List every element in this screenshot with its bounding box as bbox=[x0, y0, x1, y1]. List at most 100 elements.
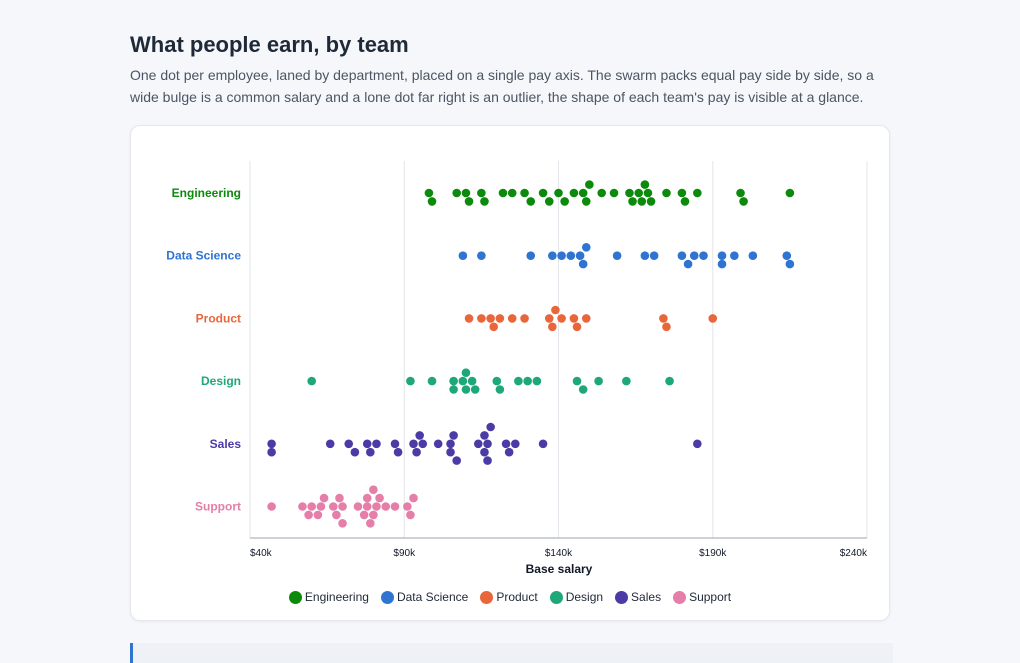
data-point[interactable] bbox=[381, 502, 391, 511]
data-point[interactable] bbox=[473, 439, 483, 449]
data-point[interactable] bbox=[375, 493, 384, 503]
legend-item[interactable]: Sales bbox=[615, 590, 661, 604]
data-point[interactable] bbox=[480, 447, 489, 457]
data-point[interactable] bbox=[298, 502, 307, 511]
data-point[interactable] bbox=[578, 385, 588, 394]
legend-item[interactable]: Support bbox=[673, 590, 731, 604]
data-point[interactable] bbox=[717, 251, 727, 260]
data-point[interactable] bbox=[548, 251, 557, 260]
data-point[interactable] bbox=[486, 314, 495, 323]
data-point[interactable] bbox=[693, 188, 702, 198]
legend-item[interactable]: Engineering bbox=[288, 590, 369, 604]
data-point[interactable] bbox=[486, 422, 495, 432]
data-point[interactable] bbox=[307, 502, 316, 511]
data-point[interactable] bbox=[544, 314, 554, 323]
data-point[interactable] bbox=[507, 314, 517, 323]
data-point[interactable] bbox=[489, 322, 499, 332]
data-point[interactable] bbox=[464, 314, 474, 323]
data-point[interactable] bbox=[646, 197, 656, 206]
data-point[interactable] bbox=[526, 251, 536, 260]
data-point[interactable] bbox=[366, 519, 375, 528]
data-point[interactable] bbox=[551, 305, 560, 315]
data-point[interactable] bbox=[594, 376, 603, 386]
data-point[interactable] bbox=[362, 493, 372, 503]
data-point[interactable] bbox=[483, 456, 492, 465]
data-point[interactable] bbox=[699, 251, 708, 260]
legend-item[interactable]: Product bbox=[480, 590, 538, 604]
data-point[interactable] bbox=[338, 502, 347, 511]
data-point[interactable] bbox=[585, 180, 594, 189]
data-point[interactable] bbox=[730, 251, 739, 260]
data-point[interactable] bbox=[520, 314, 529, 323]
data-point[interactable] bbox=[267, 502, 276, 511]
data-point[interactable] bbox=[498, 188, 508, 198]
data-point[interactable] bbox=[581, 314, 591, 323]
data-point[interactable] bbox=[578, 188, 588, 198]
data-point[interactable] bbox=[458, 376, 468, 386]
data-point[interactable] bbox=[477, 188, 486, 198]
data-point[interactable] bbox=[492, 376, 502, 386]
data-point[interactable] bbox=[480, 431, 489, 440]
data-point[interactable] bbox=[662, 188, 671, 198]
data-point[interactable] bbox=[581, 243, 591, 252]
data-point[interactable] bbox=[637, 197, 647, 206]
data-point[interactable] bbox=[449, 385, 458, 394]
data-point[interactable] bbox=[267, 439, 276, 449]
data-point[interactable] bbox=[526, 197, 536, 206]
data-point[interactable] bbox=[409, 439, 418, 449]
data-point[interactable] bbox=[662, 322, 671, 332]
data-point[interactable] bbox=[328, 502, 338, 511]
data-point[interactable] bbox=[785, 188, 795, 198]
legend-item[interactable]: Design bbox=[549, 590, 603, 604]
data-point[interactable] bbox=[609, 188, 619, 198]
data-point[interactable] bbox=[504, 447, 514, 457]
data-point[interactable] bbox=[335, 493, 344, 503]
data-point[interactable] bbox=[332, 510, 341, 520]
data-point[interactable] bbox=[353, 502, 363, 511]
data-point[interactable] bbox=[433, 439, 443, 449]
data-point[interactable] bbox=[316, 502, 326, 511]
data-point[interactable] bbox=[406, 510, 415, 520]
data-point[interactable] bbox=[267, 447, 276, 457]
data-point[interactable] bbox=[477, 314, 486, 323]
data-point[interactable] bbox=[569, 314, 579, 323]
data-point[interactable] bbox=[649, 251, 659, 260]
data-point[interactable] bbox=[557, 314, 566, 323]
data-point[interactable] bbox=[362, 502, 372, 511]
data-point[interactable] bbox=[538, 188, 548, 198]
data-point[interactable] bbox=[393, 447, 403, 457]
data-point[interactable] bbox=[449, 376, 458, 386]
data-point[interactable] bbox=[520, 188, 529, 198]
data-point[interactable] bbox=[640, 180, 650, 189]
data-point[interactable] bbox=[683, 259, 693, 269]
data-point[interactable] bbox=[449, 431, 458, 440]
data-point[interactable] bbox=[458, 251, 468, 260]
data-point[interactable] bbox=[415, 431, 424, 440]
data-point[interactable] bbox=[477, 251, 486, 260]
data-point[interactable] bbox=[665, 376, 674, 386]
data-point[interactable] bbox=[538, 439, 548, 449]
data-point[interactable] bbox=[409, 493, 418, 503]
data-point[interactable] bbox=[597, 188, 606, 198]
data-point[interactable] bbox=[578, 259, 588, 269]
data-point[interactable] bbox=[677, 188, 687, 198]
data-point[interactable] bbox=[514, 376, 523, 386]
data-point[interactable] bbox=[362, 439, 372, 449]
data-point[interactable] bbox=[689, 251, 699, 260]
data-point[interactable] bbox=[566, 251, 576, 260]
data-point[interactable] bbox=[427, 197, 437, 206]
data-point[interactable] bbox=[461, 368, 471, 377]
data-point[interactable] bbox=[523, 376, 532, 386]
data-point[interactable] bbox=[693, 439, 702, 449]
data-point[interactable] bbox=[313, 510, 323, 520]
data-point[interactable] bbox=[406, 376, 415, 386]
data-point[interactable] bbox=[659, 314, 668, 323]
data-point[interactable] bbox=[575, 251, 585, 260]
data-point[interactable] bbox=[304, 510, 313, 520]
data-point[interactable] bbox=[640, 251, 650, 260]
data-point[interactable] bbox=[452, 188, 461, 198]
data-point[interactable] bbox=[390, 439, 400, 449]
data-point[interactable] bbox=[369, 510, 378, 520]
data-point[interactable] bbox=[350, 447, 360, 457]
data-point[interactable] bbox=[403, 502, 412, 511]
